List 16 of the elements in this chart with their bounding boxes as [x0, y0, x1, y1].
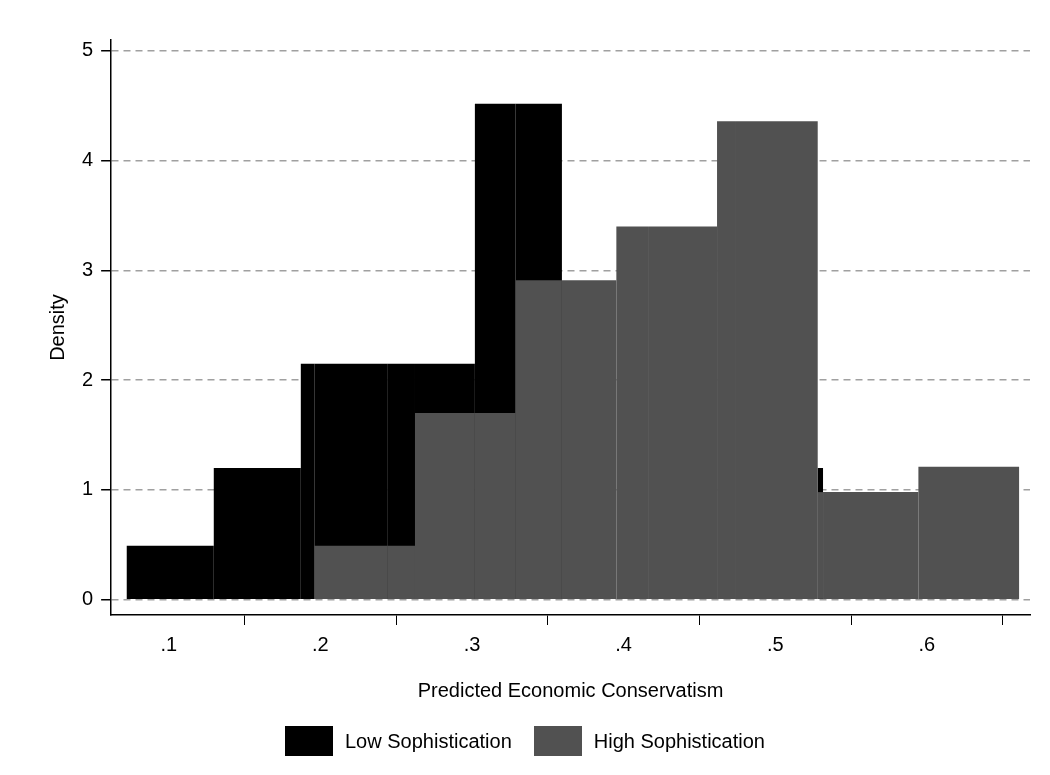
x-tick-label: .2: [312, 632, 329, 655]
x-tick-label: .4: [615, 632, 632, 655]
legend-label: High Sophistication: [593, 729, 765, 753]
y-tick-label: 3: [82, 257, 94, 280]
legend-label: Low Sophistication: [345, 729, 512, 753]
y-tick-label: 0: [82, 587, 94, 610]
x-tick-label: .3: [463, 632, 481, 655]
x-tick-label: .5: [766, 632, 784, 655]
y-axis-title: Density: [45, 294, 68, 361]
y-tick-label: 2: [82, 367, 94, 390]
y-tick-label: 5: [82, 38, 94, 61]
x-axis-title: Predicted Economic Conservatism: [417, 678, 724, 701]
x-tick-label: .1: [160, 632, 178, 655]
x-tick-label: .6: [918, 632, 936, 655]
y-tick-label: 4: [82, 148, 94, 171]
y-tick-label: 1: [82, 477, 94, 500]
